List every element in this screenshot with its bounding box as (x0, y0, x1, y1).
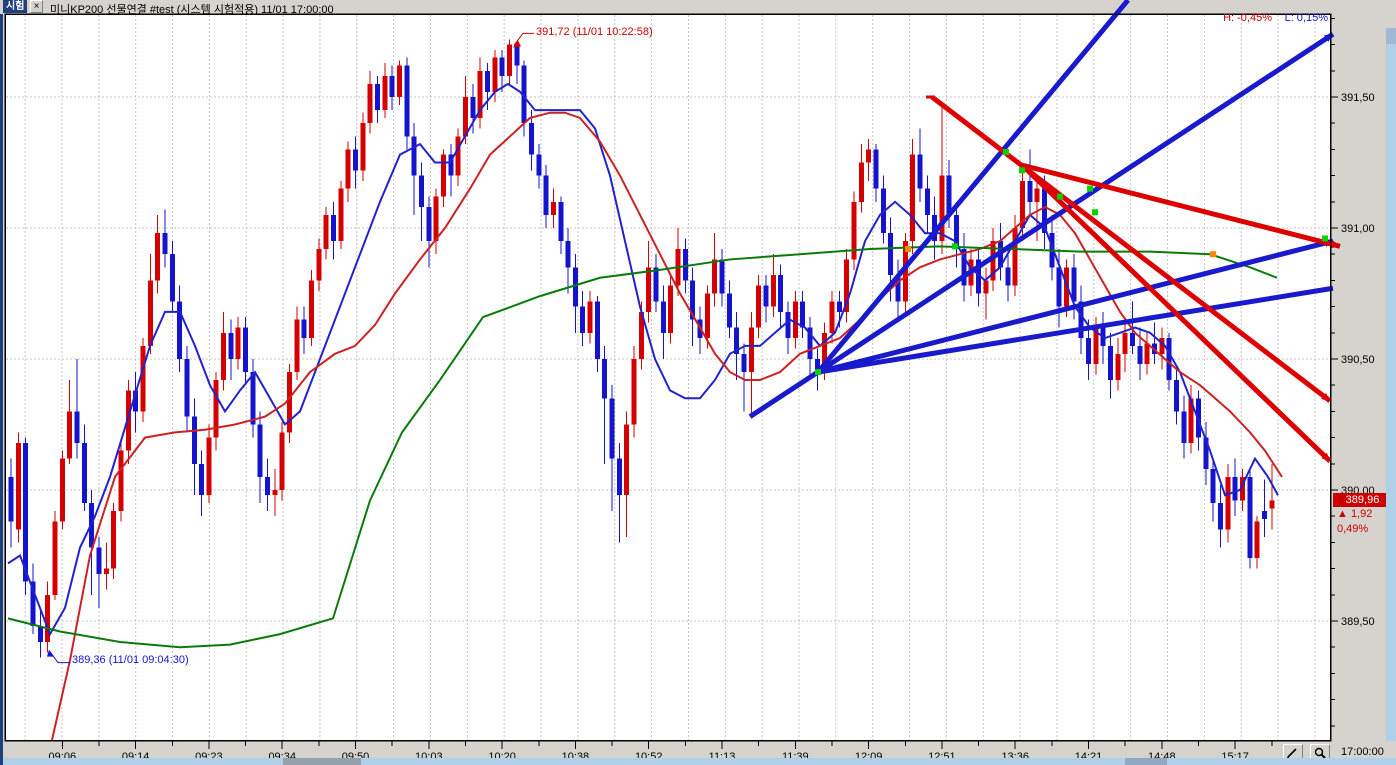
chart-title: 미니KP200 선물연결 #test (시스템 시험적용) 11/01 17:0… (50, 4, 334, 16)
axis-end-time-label: 17:00:00 (1341, 746, 1384, 758)
vscroll-cap (1386, 28, 1396, 44)
low-percent-label: L: 0,15% (1284, 12, 1328, 24)
intersection-marker (1057, 193, 1063, 200)
ma-line-slow (7, 245, 1278, 649)
current-price-badge: 389,96 (1333, 493, 1392, 508)
trendline-6 (1020, 163, 1332, 463)
price-change-label: ▲ 1,92 (1337, 508, 1373, 521)
price-percent-label: 0,49% (1337, 523, 1369, 536)
day-low-annotation: 389,36 (11/01 09:04:30) (72, 654, 189, 666)
svg-text:389,50: 389,50 (1341, 616, 1375, 628)
hscroll-marker (1125, 758, 1167, 765)
window-edge (0, 0, 3, 765)
svg-text:391,50: 391,50 (1341, 92, 1375, 104)
high-percent-label: H: -0,45% (1223, 12, 1272, 24)
grid (6, 15, 1330, 740)
svg-text:391,00: 391,00 (1341, 223, 1375, 235)
plot-border (4, 13, 1332, 742)
intersection-marker (1019, 167, 1025, 174)
high-arrow (513, 32, 534, 46)
horizontal-scrollbar[interactable] (3, 758, 1396, 765)
intersection-marker (815, 369, 821, 376)
ma-line-mid (51, 111, 1283, 741)
svg-text:390,50: 390,50 (1341, 354, 1375, 366)
candles (8, 39, 1275, 658)
close-icon[interactable]: × (30, 0, 43, 13)
trendline-5 (1021, 162, 1341, 249)
tab-label[interactable]: 시험 (3, 0, 28, 13)
intersection-marker (1087, 185, 1093, 192)
intersection-marker (952, 243, 958, 250)
low-arrow (49, 651, 70, 664)
title-bar: 시험 × 미니KP200 선물연결 #test (시스템 시험적용) 11/01… (0, 0, 1396, 16)
trendline-4 (930, 95, 1332, 403)
intersection-marker (1092, 209, 1098, 216)
trendline-2 (817, 238, 1334, 375)
trendline-3 (817, 285, 1334, 375)
vertical-scrollbar[interactable] (1386, 28, 1396, 741)
intersection-marker (1322, 235, 1328, 242)
intersection-marker (905, 245, 911, 252)
magnifier-icon (1314, 747, 1326, 759)
zoom-tool-button[interactable] (1310, 744, 1330, 762)
trendline-1 (748, 32, 1335, 419)
ma-line-fast (7, 82, 1279, 637)
hscroll-thumb[interactable] (283, 758, 361, 765)
intersection-marker (1003, 149, 1009, 156)
day-high-annotation: 391,72 (11/01 10:22:58) (536, 26, 653, 38)
trendline-0 (816, 0, 1130, 374)
intersection-marker (1210, 251, 1216, 258)
